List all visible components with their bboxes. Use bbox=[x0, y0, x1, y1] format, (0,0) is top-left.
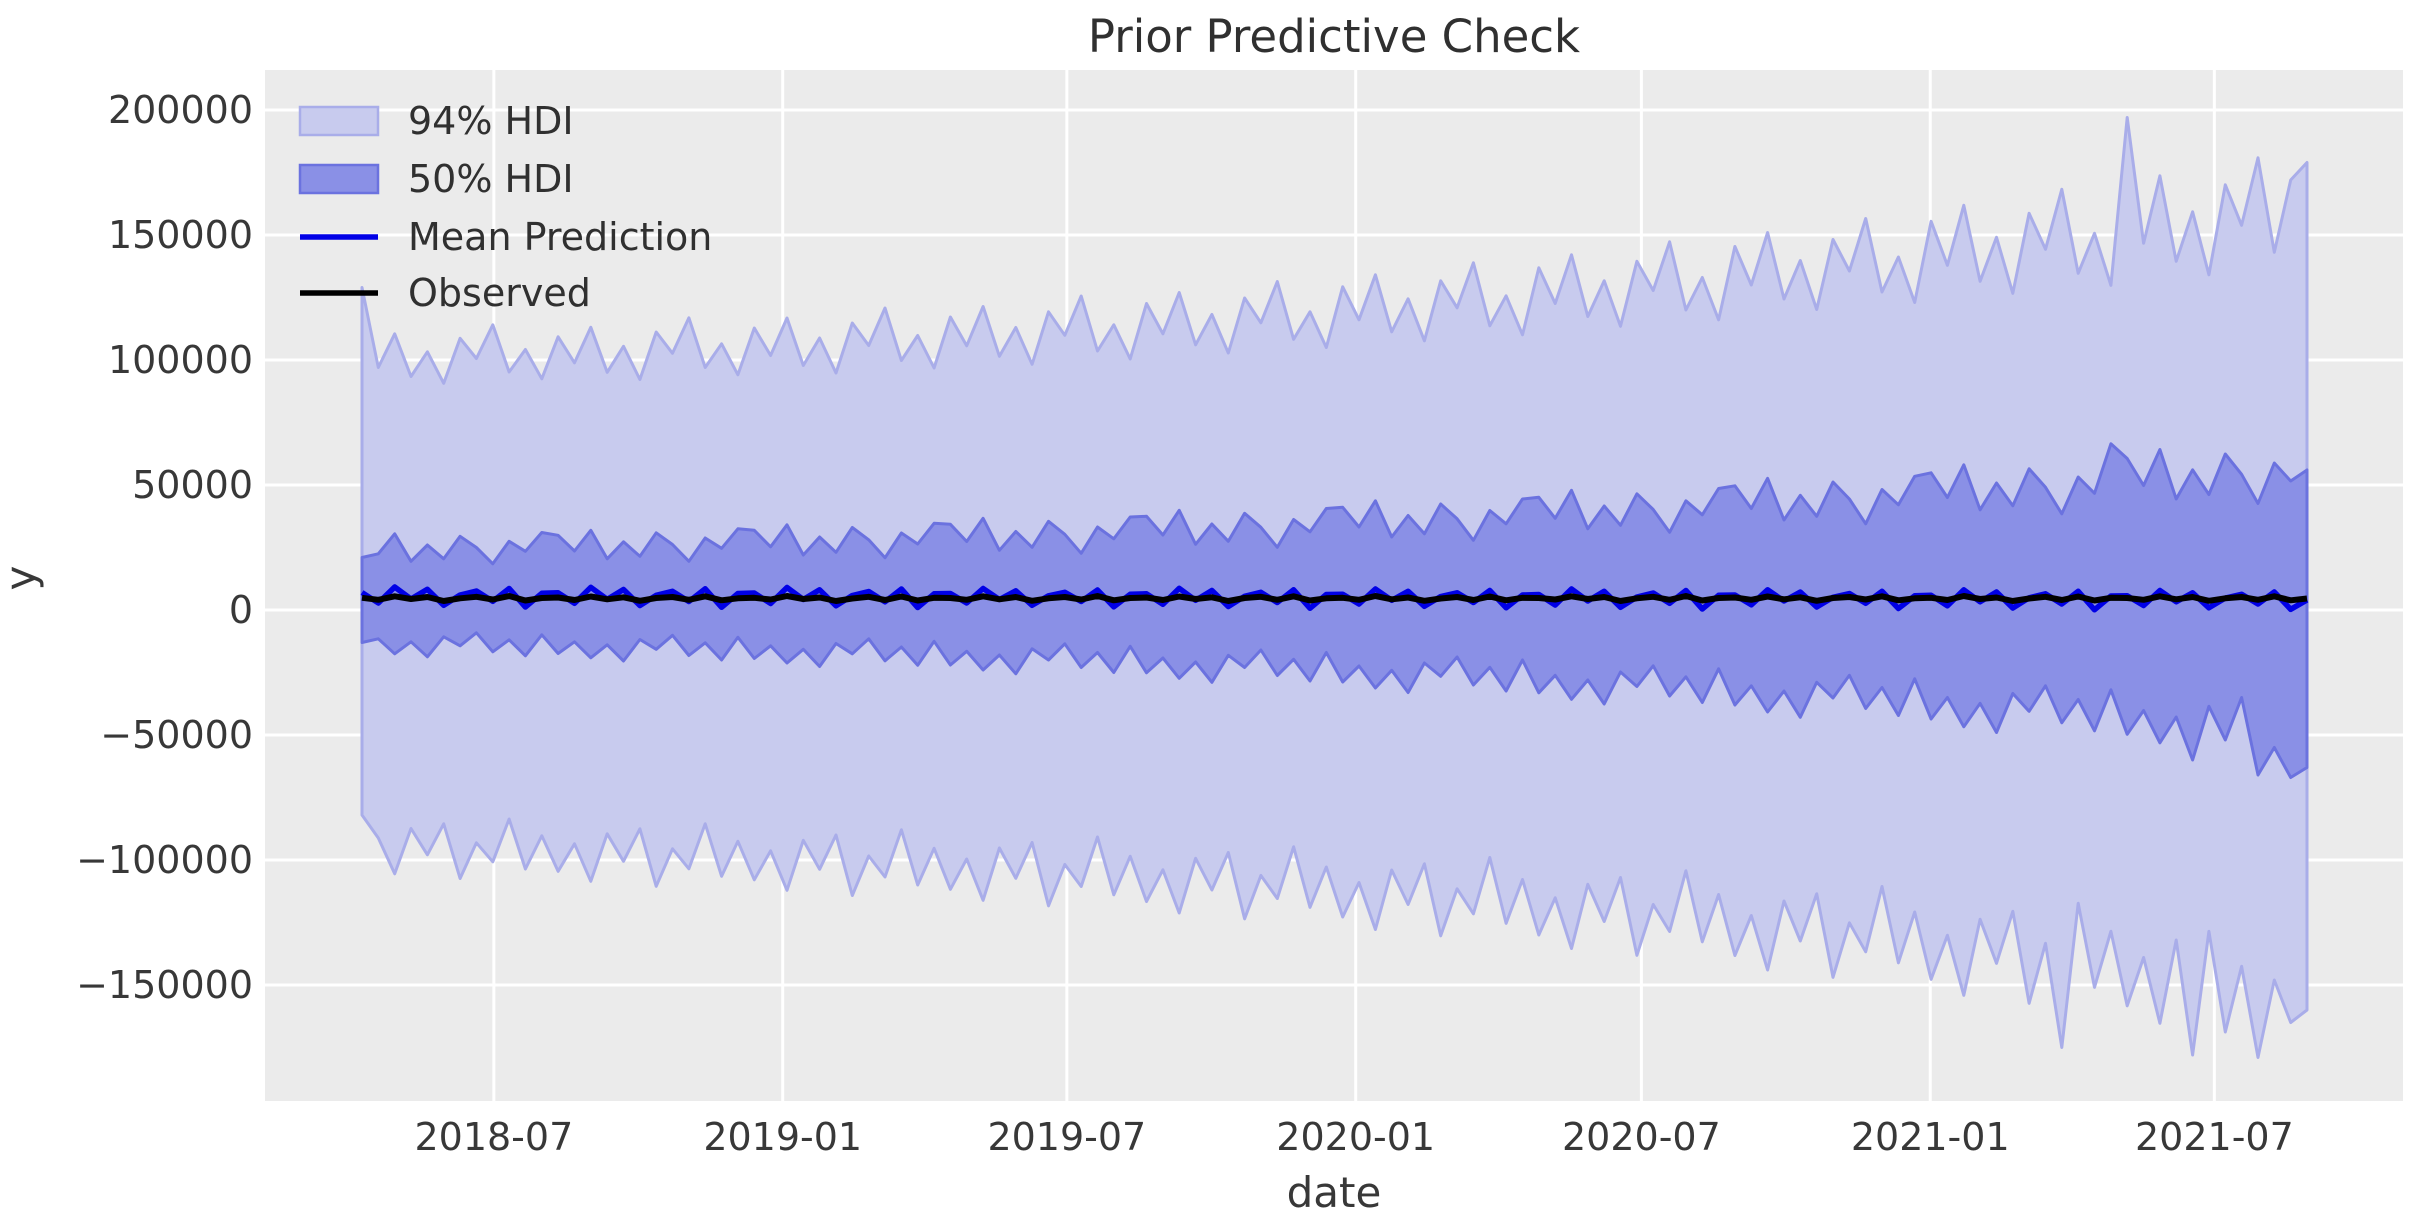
x-tick-label: 2018-07 bbox=[414, 1115, 573, 1159]
legend: 94% HDI 50% HDI Mean Prediction Observed bbox=[298, 99, 712, 315]
legend-label-mean-prediction: Mean Prediction bbox=[408, 215, 712, 259]
x-tick-label: 2020-07 bbox=[1562, 1115, 1721, 1159]
y-tick-label: 100000 bbox=[108, 338, 253, 382]
x-tick-label: 2019-07 bbox=[987, 1115, 1146, 1159]
y-tick-label: −50000 bbox=[100, 713, 253, 757]
x-tick-label: 2021-07 bbox=[2135, 1115, 2294, 1159]
observed-line bbox=[361, 593, 2308, 604]
x-tick-label: 2020-01 bbox=[1276, 1115, 1435, 1159]
y-tick-label: −100000 bbox=[76, 838, 253, 882]
y-axis-label: y bbox=[0, 566, 45, 591]
hdi-bands bbox=[360, 116, 2309, 1059]
x-axis-label: date bbox=[1287, 1168, 1382, 1217]
x-tick-label: 2021-01 bbox=[1851, 1115, 2010, 1159]
x-tick-label: 2019-01 bbox=[703, 1115, 862, 1159]
hdi50-band bbox=[360, 442, 2309, 779]
legend-label-50-hdi: 50% HDI bbox=[408, 157, 574, 201]
legend-label-94-hdi: 94% HDI bbox=[408, 99, 574, 143]
legend-swatch-94-hdi bbox=[298, 105, 380, 137]
y-tick-label: 200000 bbox=[108, 88, 253, 132]
y-tick-label: 50000 bbox=[132, 463, 253, 507]
y-tick-label: −150000 bbox=[76, 963, 253, 1007]
series-lines bbox=[360, 584, 2309, 613]
y-tick-labels: 200000 150000 100000 50000 0 −50000 −100000 −15… bbox=[76, 88, 253, 1007]
x-tick-labels: 2018-07 2019-01 2019-07 2020-01 2020-07 2021-… bbox=[414, 1115, 2293, 1159]
legend-swatch-50-hdi bbox=[298, 163, 380, 195]
chart-title: Prior Predictive Check bbox=[1088, 10, 1580, 63]
y-tick-label: 150000 bbox=[108, 213, 253, 257]
legend-label-observed: Observed bbox=[408, 271, 591, 315]
y-tick-label: 0 bbox=[229, 588, 253, 632]
